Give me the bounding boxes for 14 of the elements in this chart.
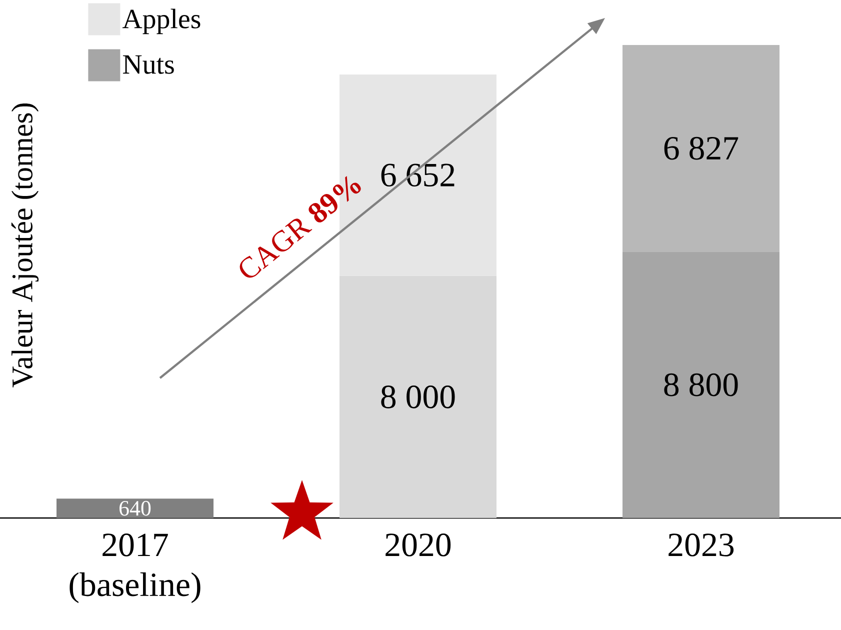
data-label: 6 652	[381, 164, 454, 187]
y-axis-title: Valeur Ajoutée (tonnes)	[11, 104, 39, 388]
x-tick-label: 2023	[668, 534, 734, 556]
data-label: 8 800	[664, 373, 738, 396]
data-label: 6 827	[664, 136, 738, 160]
x-tick-label: 2017 (baseline)	[70, 534, 200, 604]
bar	[622, 252, 780, 518]
bar	[56, 498, 214, 518]
legend-label: Nuts	[122, 55, 174, 74]
legend-label: Apples	[122, 8, 200, 34]
data-label: 640	[120, 500, 151, 516]
x-tick-label: 2020	[386, 534, 451, 556]
data-label: 8 000	[381, 385, 455, 408]
bar	[622, 44, 780, 252]
